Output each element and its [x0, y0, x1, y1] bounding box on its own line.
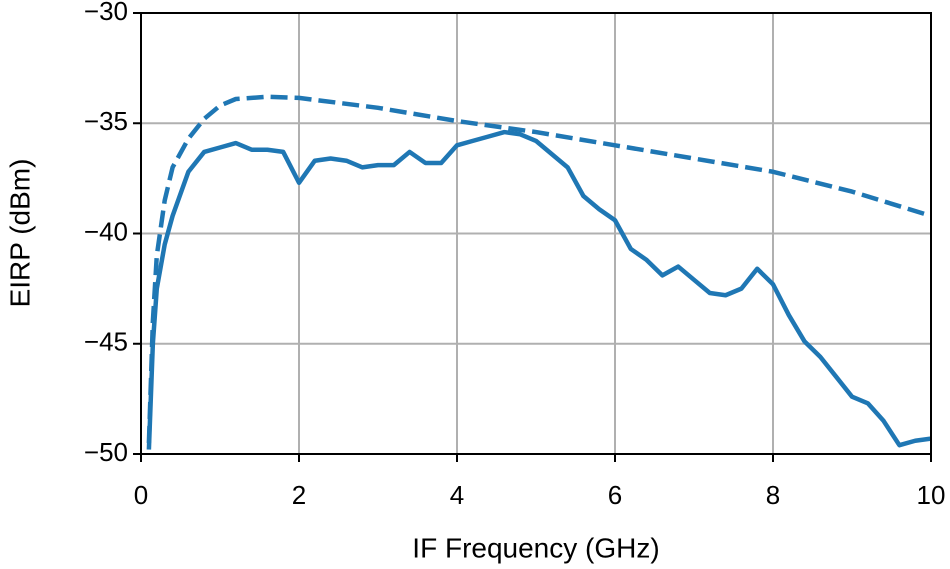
x-tick-label: 6	[608, 480, 622, 510]
x-tick-label: 10	[917, 480, 946, 510]
y-axis-label: EIRP (dBm)	[4, 159, 35, 308]
y-tick-label: −50	[84, 437, 128, 467]
y-tick-label: −45	[84, 327, 128, 357]
y-tick-label: −40	[84, 216, 128, 246]
x-tick-label: 0	[134, 480, 148, 510]
y-tick-label: −35	[84, 106, 128, 136]
x-tick-label: 4	[450, 480, 464, 510]
y-tick-label: −30	[84, 0, 128, 26]
x-tick-label: 8	[766, 480, 780, 510]
data-line	[146, 129, 931, 450]
x-tick-label: 2	[292, 480, 306, 510]
x-axis-label: IF Frequency (GHz)	[412, 532, 659, 563]
plot-frame	[140, 12, 932, 455]
data-line	[146, 94, 931, 444]
